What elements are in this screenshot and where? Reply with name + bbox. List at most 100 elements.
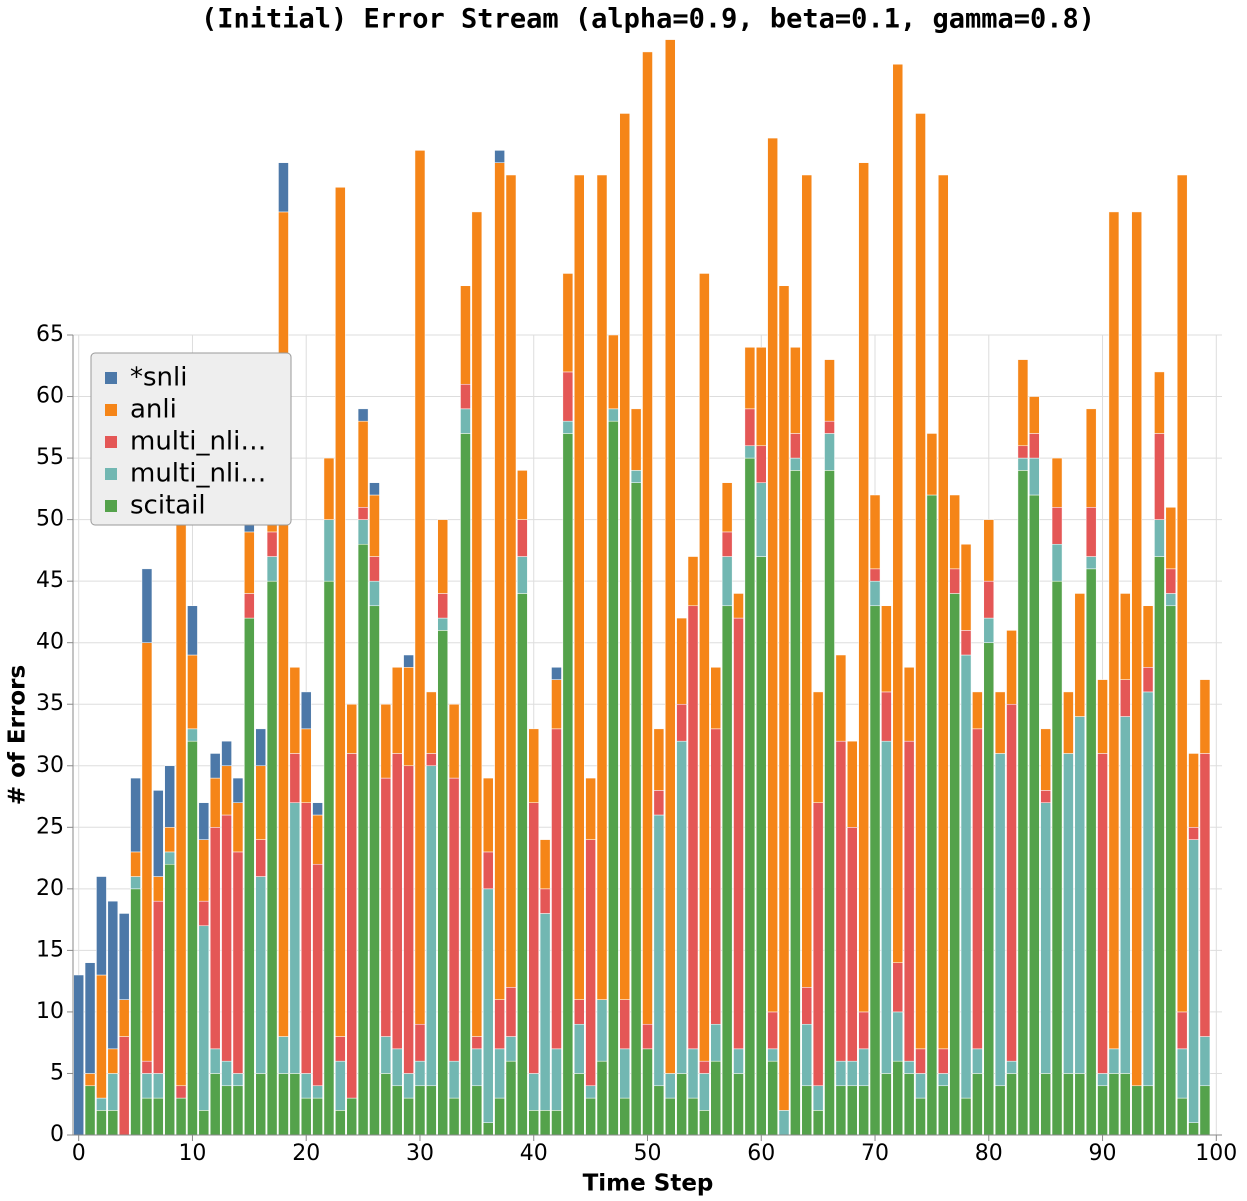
bar-segment [869, 568, 881, 582]
bar-segment [687, 1048, 699, 1099]
bar-segment [710, 1060, 722, 1136]
bar-segment [721, 531, 733, 557]
bar-segment [630, 408, 642, 471]
bar-segment [289, 1073, 301, 1136]
bar-segment [1188, 753, 1199, 828]
bar-segment [96, 876, 107, 976]
bar-segment [824, 420, 835, 434]
bar-segment [801, 1085, 813, 1136]
bar-segment [153, 900, 164, 1074]
bar-segment [642, 51, 653, 1025]
bar-segment [84, 962, 96, 1074]
bar-segment [403, 1073, 414, 1099]
bar-segment [153, 1073, 164, 1099]
bar-segment [756, 482, 767, 557]
bar-segment [1188, 839, 1199, 1123]
bar-segment [471, 1085, 483, 1136]
x-tick-label: 20 [292, 1141, 320, 1166]
bar-segment [801, 987, 813, 1025]
bar-segment [1074, 593, 1086, 717]
y-tick-label: 50 [36, 507, 64, 532]
bar-segment [733, 1048, 744, 1074]
bar-segment [96, 1097, 107, 1111]
bar-segment [1051, 457, 1063, 508]
bar-segment [278, 162, 289, 213]
bar-segment [517, 470, 528, 520]
bar-segment [369, 494, 380, 557]
bar-segment [369, 482, 380, 496]
bar-segment [1051, 580, 1063, 1136]
bar-segment [1097, 679, 1108, 754]
bar-segment [107, 1048, 119, 1074]
x-tick-label: 0 [72, 1141, 86, 1166]
bar-segment [164, 851, 175, 865]
bar-segment [164, 863, 175, 1136]
bar-segment [255, 839, 266, 877]
bar-segment [539, 913, 551, 1111]
bar-segment [562, 420, 574, 434]
bar-segment [84, 1073, 96, 1087]
legend-label: *snli [130, 363, 187, 393]
bar-segment [1017, 359, 1029, 447]
legend-swatch [105, 404, 117, 416]
bar-segment [346, 703, 357, 754]
x-tick-label: 100 [1195, 1141, 1237, 1166]
bar-segment [1051, 543, 1063, 582]
bar-segment [676, 740, 687, 1074]
bar-segment [1120, 679, 1131, 717]
bar-segment [312, 814, 323, 865]
bar-segment [255, 1073, 266, 1136]
bar-segment [403, 765, 414, 1074]
bar-segment [858, 162, 869, 1013]
legend-swatch [105, 436, 117, 448]
bar-segment [403, 667, 414, 767]
bar-segment [255, 765, 266, 840]
bar-segment [73, 974, 84, 1136]
bar-segment [892, 63, 904, 963]
bar-segment [1142, 691, 1154, 1087]
bar-segment [471, 211, 483, 1037]
bar-segment [221, 1085, 232, 1136]
bar-segment [232, 851, 244, 1074]
bar-segment [255, 876, 266, 1074]
bar-segment [1142, 667, 1154, 693]
bar-segment [687, 556, 699, 607]
bar-segment [175, 1097, 187, 1136]
bar-segment [687, 1097, 699, 1136]
bar-segment [448, 1060, 460, 1099]
bar-segment [960, 543, 972, 631]
bar-segment [391, 667, 403, 754]
bar-segment [1108, 1048, 1120, 1074]
bar-segment [130, 876, 141, 890]
bar-segment [391, 753, 403, 1050]
bar-segment [938, 1085, 949, 1136]
bar-segment [1029, 396, 1040, 434]
bar-segment [1085, 507, 1097, 557]
bar-segment [1097, 1085, 1108, 1136]
bar-segment [881, 1073, 892, 1136]
bar-segment [528, 1110, 539, 1136]
bar-segment [801, 1023, 813, 1087]
bar-segment [778, 1110, 790, 1136]
bar-segment [335, 1036, 346, 1062]
bar-segment [369, 605, 380, 1136]
bar-segment [903, 1060, 915, 1074]
bar-segment [699, 1110, 710, 1136]
bar-segment [756, 556, 767, 1136]
bar-segment [881, 691, 892, 742]
bar-segment [699, 273, 710, 1062]
bar-segment [153, 1097, 164, 1136]
bar-segment [517, 556, 528, 594]
bar-segment [482, 777, 494, 853]
bar-segment [824, 470, 835, 1136]
bar-segment [153, 790, 164, 877]
bar-segment [1085, 556, 1097, 570]
bar-segment [1199, 1036, 1211, 1087]
bar-segment [1063, 1073, 1074, 1136]
bar-segment [346, 1097, 357, 1136]
bar-segment [562, 433, 574, 1136]
bar-segment [835, 654, 847, 742]
bar-segment [1108, 211, 1120, 1050]
bar-segment [198, 1110, 210, 1136]
